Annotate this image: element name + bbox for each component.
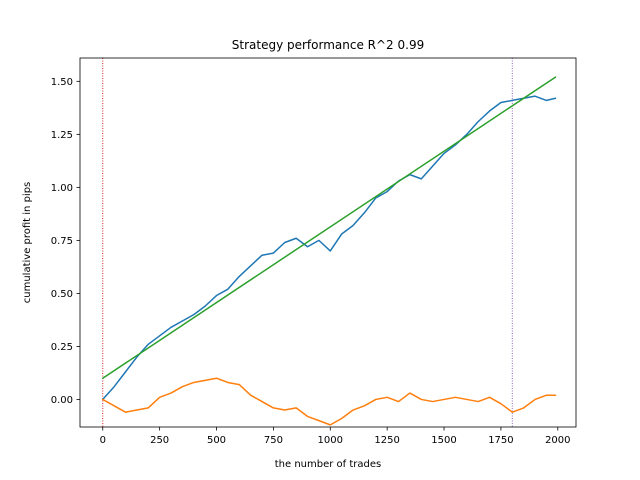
x-tick-label-6: 1500 [431, 435, 456, 446]
chart-title: Strategy performance R^2 0.99 [232, 38, 424, 52]
x-tick-label-5: 1250 [374, 435, 399, 446]
y-tick-label-6: 1.50 [51, 77, 73, 88]
plot-area [102, 58, 557, 427]
x-axis-label: the number of trades [275, 459, 381, 470]
series-line-1 [102, 76, 557, 379]
x-tick-label-0: 0 [100, 435, 106, 446]
y-tick-label-1: 0.25 [51, 342, 73, 353]
x-tick-label-2: 500 [207, 435, 226, 446]
y-tick-label-5: 1.25 [51, 130, 73, 141]
y-tick-label-0: 0.00 [51, 395, 73, 406]
y-tick-label-4: 1.00 [51, 183, 73, 194]
plot-frame [79, 57, 577, 428]
x-tick-label-3: 750 [264, 435, 283, 446]
series-line-0 [102, 95, 557, 401]
series-line-2 [102, 377, 557, 426]
y-axis-label: cumulative profit in pips [22, 182, 33, 304]
y-tick-label-3: 0.75 [51, 236, 73, 247]
x-tick-label-1: 250 [150, 435, 169, 446]
x-tick-label-8: 2000 [545, 435, 570, 446]
axis-ticks: 0 250 500 750 1000 1250 1500 1750 2000 0.00 0.25 0.… [51, 77, 571, 446]
x-tick-label-7: 1750 [488, 435, 513, 446]
x-tick-label-4: 1000 [318, 435, 343, 446]
y-tick-label-2: 0.50 [51, 289, 73, 300]
